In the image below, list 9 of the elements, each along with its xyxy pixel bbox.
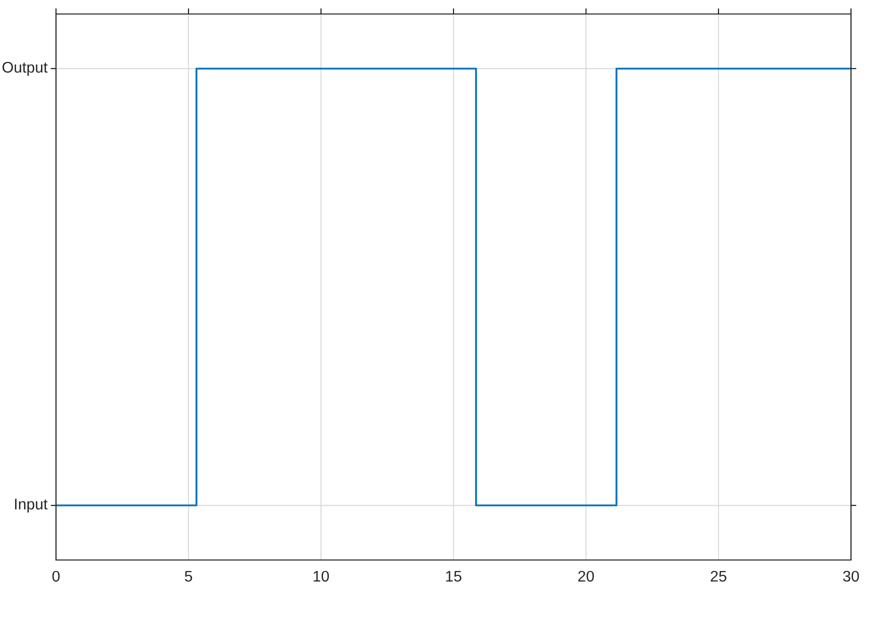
text: Input bbox=[15, 498, 48, 513]
x-tick-label: 25 bbox=[710, 570, 726, 582]
x-tick-label: 10 bbox=[314, 570, 329, 582]
x-tick-label: 30 bbox=[843, 570, 859, 582]
text: Output bbox=[2, 62, 48, 76]
x-tick-label: 5 bbox=[184, 570, 192, 582]
x-tick-label: 20 bbox=[578, 570, 594, 582]
x-tick-label: 15 bbox=[446, 570, 462, 582]
x-tick-label: 0 bbox=[52, 570, 60, 582]
